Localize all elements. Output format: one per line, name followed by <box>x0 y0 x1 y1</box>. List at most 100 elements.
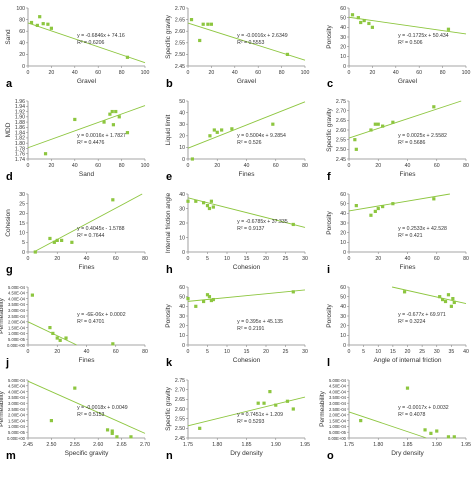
x-tick-label: 0 <box>187 349 190 355</box>
y-tick-label: 1.74 <box>15 157 25 163</box>
y-tick-label: 5.00E-04 <box>8 285 26 290</box>
y-tick-label: 50 <box>340 201 346 207</box>
y-tick-label: 10 <box>19 230 25 236</box>
y-tick-label: 2.50 <box>175 426 185 432</box>
data-point <box>376 206 380 211</box>
data-point <box>291 290 295 294</box>
x-tick-label: 2.50 <box>46 442 56 448</box>
y-tick-label: 5.00E-05 <box>8 337 26 342</box>
data-point <box>108 112 112 116</box>
r-squared-label: R² = 0.5686 <box>398 140 425 146</box>
y-tick-label: 5.00E-04 <box>329 378 347 383</box>
data-point <box>435 429 439 433</box>
data-point <box>268 390 272 394</box>
trendline <box>348 16 467 35</box>
y-tick-label: 2.50 <box>336 147 346 153</box>
y-tick-label: 3.00E-04 <box>8 401 26 406</box>
r-squared-label: R² = 0.7644 <box>77 233 104 239</box>
data-point <box>359 20 363 25</box>
y-tick-label: 2.60 <box>336 128 346 134</box>
data-point <box>129 435 133 439</box>
data-point <box>186 297 190 301</box>
x-tick-label: 20 <box>405 349 411 355</box>
data-point <box>52 240 56 244</box>
data-point <box>429 431 433 435</box>
y-tick-label: 2.55 <box>336 137 346 143</box>
trendline-equation: y = 0.5004x + 9.2854 <box>237 133 286 139</box>
x-tick-label: 0 <box>187 70 190 76</box>
r-squared-label: R² = 0.421 <box>398 233 422 239</box>
x-tick-label: 60 <box>95 163 101 169</box>
trendline <box>187 22 306 61</box>
panel-g: 0 20 40 60 80 0 5 10 15 20 25 30 y = 0.4045x - 1.578… <box>5 192 148 276</box>
data-point <box>189 18 194 22</box>
x-tick-label: 15 <box>244 349 250 355</box>
x-tick-label: 100 <box>141 70 150 76</box>
y-tick-label: 10 <box>179 235 185 241</box>
x-tick-label: 20 <box>54 256 60 262</box>
r-squared-label: R² = 0.2191 <box>237 326 264 332</box>
x-tick-label: 1.90 <box>271 442 281 448</box>
data-point <box>33 250 37 254</box>
trendline <box>348 193 450 212</box>
y-tick-label: 40 <box>179 192 185 198</box>
data-point <box>443 299 448 304</box>
trendline-equation: y = -6E-06x + 0.0002 <box>77 312 126 318</box>
y-tick-label: 1.00E-04 <box>8 424 26 429</box>
data-point <box>367 21 371 26</box>
data-point <box>202 201 206 205</box>
x-tick-label: 2.65 <box>117 442 127 448</box>
data-point <box>46 22 50 26</box>
y-tick-label: 15 <box>19 221 25 227</box>
data-point <box>285 52 290 56</box>
panel-letter: d <box>6 171 13 183</box>
panel-n: 1.75 1.80 1.85 1.90 1.95 2.45 2.50 2.55 2.60 2.65… <box>165 378 310 462</box>
trendline-equation: y = -0.6846x + 74.16 <box>77 33 125 39</box>
y-tick-label: 2.65 <box>175 397 185 403</box>
y-tick-label: 2.00E-04 <box>8 320 26 325</box>
x-tick-label: 1.75 <box>344 442 354 448</box>
data-point <box>110 431 114 435</box>
x-axis-title: Dry density <box>230 450 263 457</box>
trendline-equation: y = -0.677x + 69.971 <box>398 312 446 318</box>
y-tick-label: 20 <box>179 221 185 227</box>
panel-letter: c <box>327 78 333 90</box>
y-tick-label: 20 <box>340 44 346 50</box>
trendline-equation: y = -0.1725x + 50.434 <box>398 33 449 39</box>
data-point <box>369 213 373 217</box>
data-point <box>64 336 68 340</box>
y-tick-label: 2.50E-04 <box>329 407 347 412</box>
x-tick-label: 1.95 <box>461 442 471 448</box>
y-tick-label: 100 <box>16 6 25 12</box>
data-point <box>441 297 445 302</box>
data-point <box>432 197 436 201</box>
data-point <box>402 290 407 294</box>
x-axis-title: Fines <box>79 264 96 271</box>
panel-e: 0 20 40 60 80 0 10 20 30 40 50 y = 0.5004x + 9.2854… <box>165 99 308 183</box>
r-squared-label: R² = 0.3224 <box>398 319 425 325</box>
y-tick-label: 30 <box>179 206 185 212</box>
x-tick-label: 80 <box>302 163 308 169</box>
r-squared-label: R² = 0.9137 <box>237 226 264 232</box>
trendline-equation: y = -0.0016x + 2.6349 <box>237 33 288 39</box>
data-point <box>285 399 290 403</box>
data-point <box>209 199 213 203</box>
y-tick-label: 2.55 <box>175 416 185 422</box>
y-tick-label: 2.60 <box>175 407 185 413</box>
data-point <box>452 435 456 439</box>
data-point <box>102 120 106 124</box>
data-point <box>70 240 74 244</box>
x-tick-label: 60 <box>95 70 101 76</box>
y-tick-label: 60 <box>179 285 185 291</box>
y-tick-label: 30 <box>340 221 346 227</box>
y-tick-label: 1.84 <box>15 130 25 136</box>
data-point <box>48 236 52 241</box>
x-tick-label: 60 <box>416 70 422 76</box>
y-tick-label: 2.70 <box>175 387 185 393</box>
x-tick-label: 40 <box>405 163 411 169</box>
x-tick-label: 15 <box>390 349 396 355</box>
x-tick-label: 40 <box>463 349 469 355</box>
y-tick-label: 60 <box>340 192 346 198</box>
data-point <box>291 222 295 227</box>
